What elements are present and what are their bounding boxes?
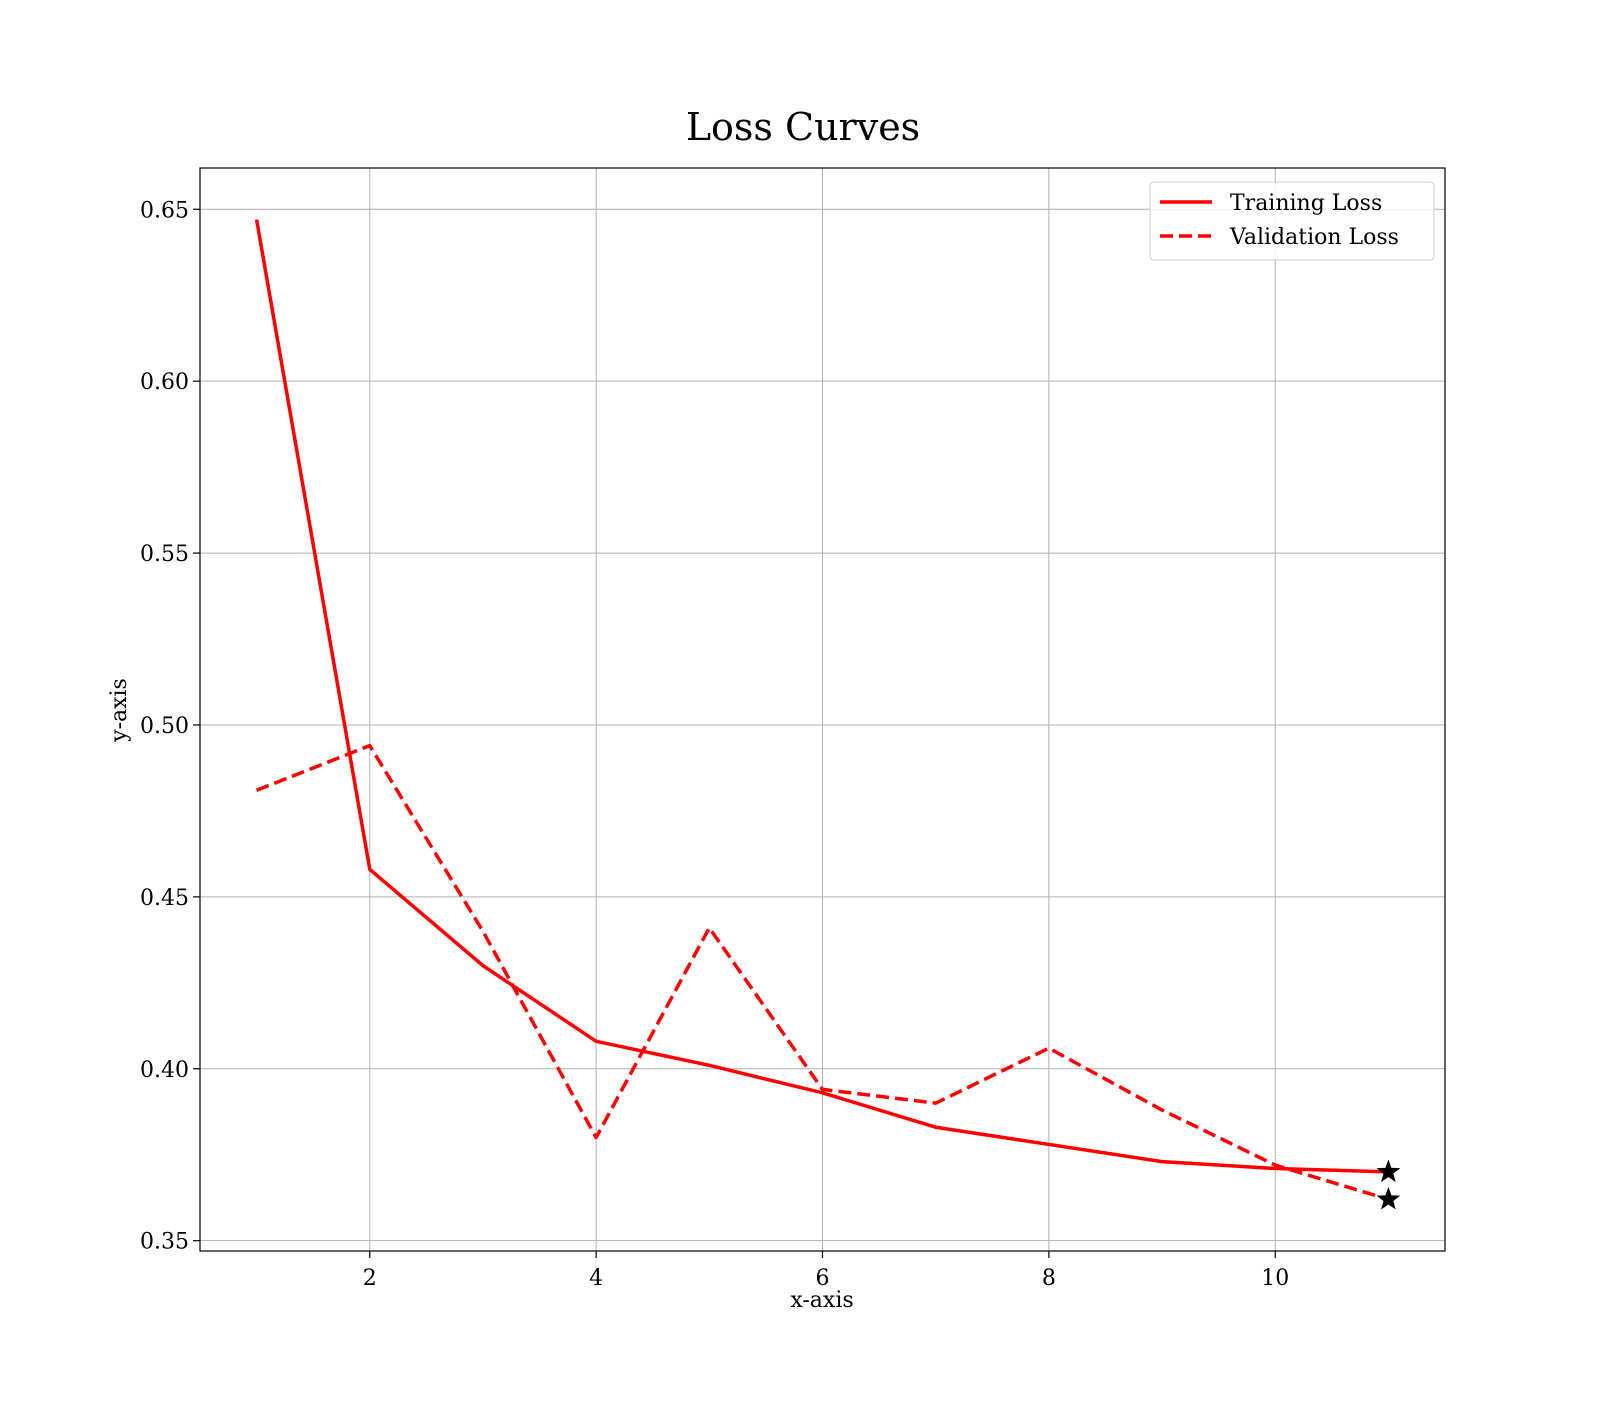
training-loss-end-star-icon	[1378, 1161, 1399, 1181]
x-tick-label: 2	[363, 1266, 377, 1291]
x-tick-label: 4	[589, 1266, 603, 1291]
x-tick-label: 10	[1261, 1266, 1289, 1291]
y-tick-label: 0.50	[140, 714, 189, 739]
y-tick-label: 0.45	[140, 886, 189, 911]
y-tick-label: 0.35	[140, 1230, 189, 1255]
x-axis-label: x-axis	[790, 1288, 853, 1313]
y-tick-label: 0.40	[140, 1058, 189, 1083]
y-axis-label: y-axis	[107, 678, 132, 743]
y-tick-label: 0.65	[140, 198, 189, 223]
validation-loss-end-star-icon	[1378, 1188, 1399, 1208]
end-markers	[1378, 1161, 1399, 1208]
y-tick-label: 0.60	[140, 370, 189, 395]
x-tick-label: 8	[1042, 1266, 1056, 1291]
chart-title: Loss Curves	[686, 105, 920, 149]
y-tick-label: 0.55	[140, 542, 189, 567]
legend-validation-label: Validation Loss	[1229, 225, 1399, 250]
legend: Training Loss Validation Loss	[1150, 182, 1434, 260]
legend-training-label: Training Loss	[1230, 191, 1382, 216]
